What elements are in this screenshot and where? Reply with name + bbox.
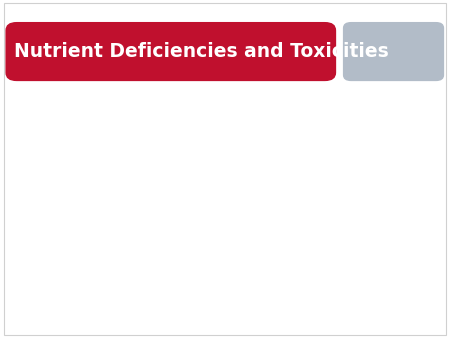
Text: Nutrient Deficiencies and Toxicities: Nutrient Deficiencies and Toxicities (14, 42, 389, 61)
FancyBboxPatch shape (343, 22, 444, 81)
FancyBboxPatch shape (5, 22, 336, 81)
